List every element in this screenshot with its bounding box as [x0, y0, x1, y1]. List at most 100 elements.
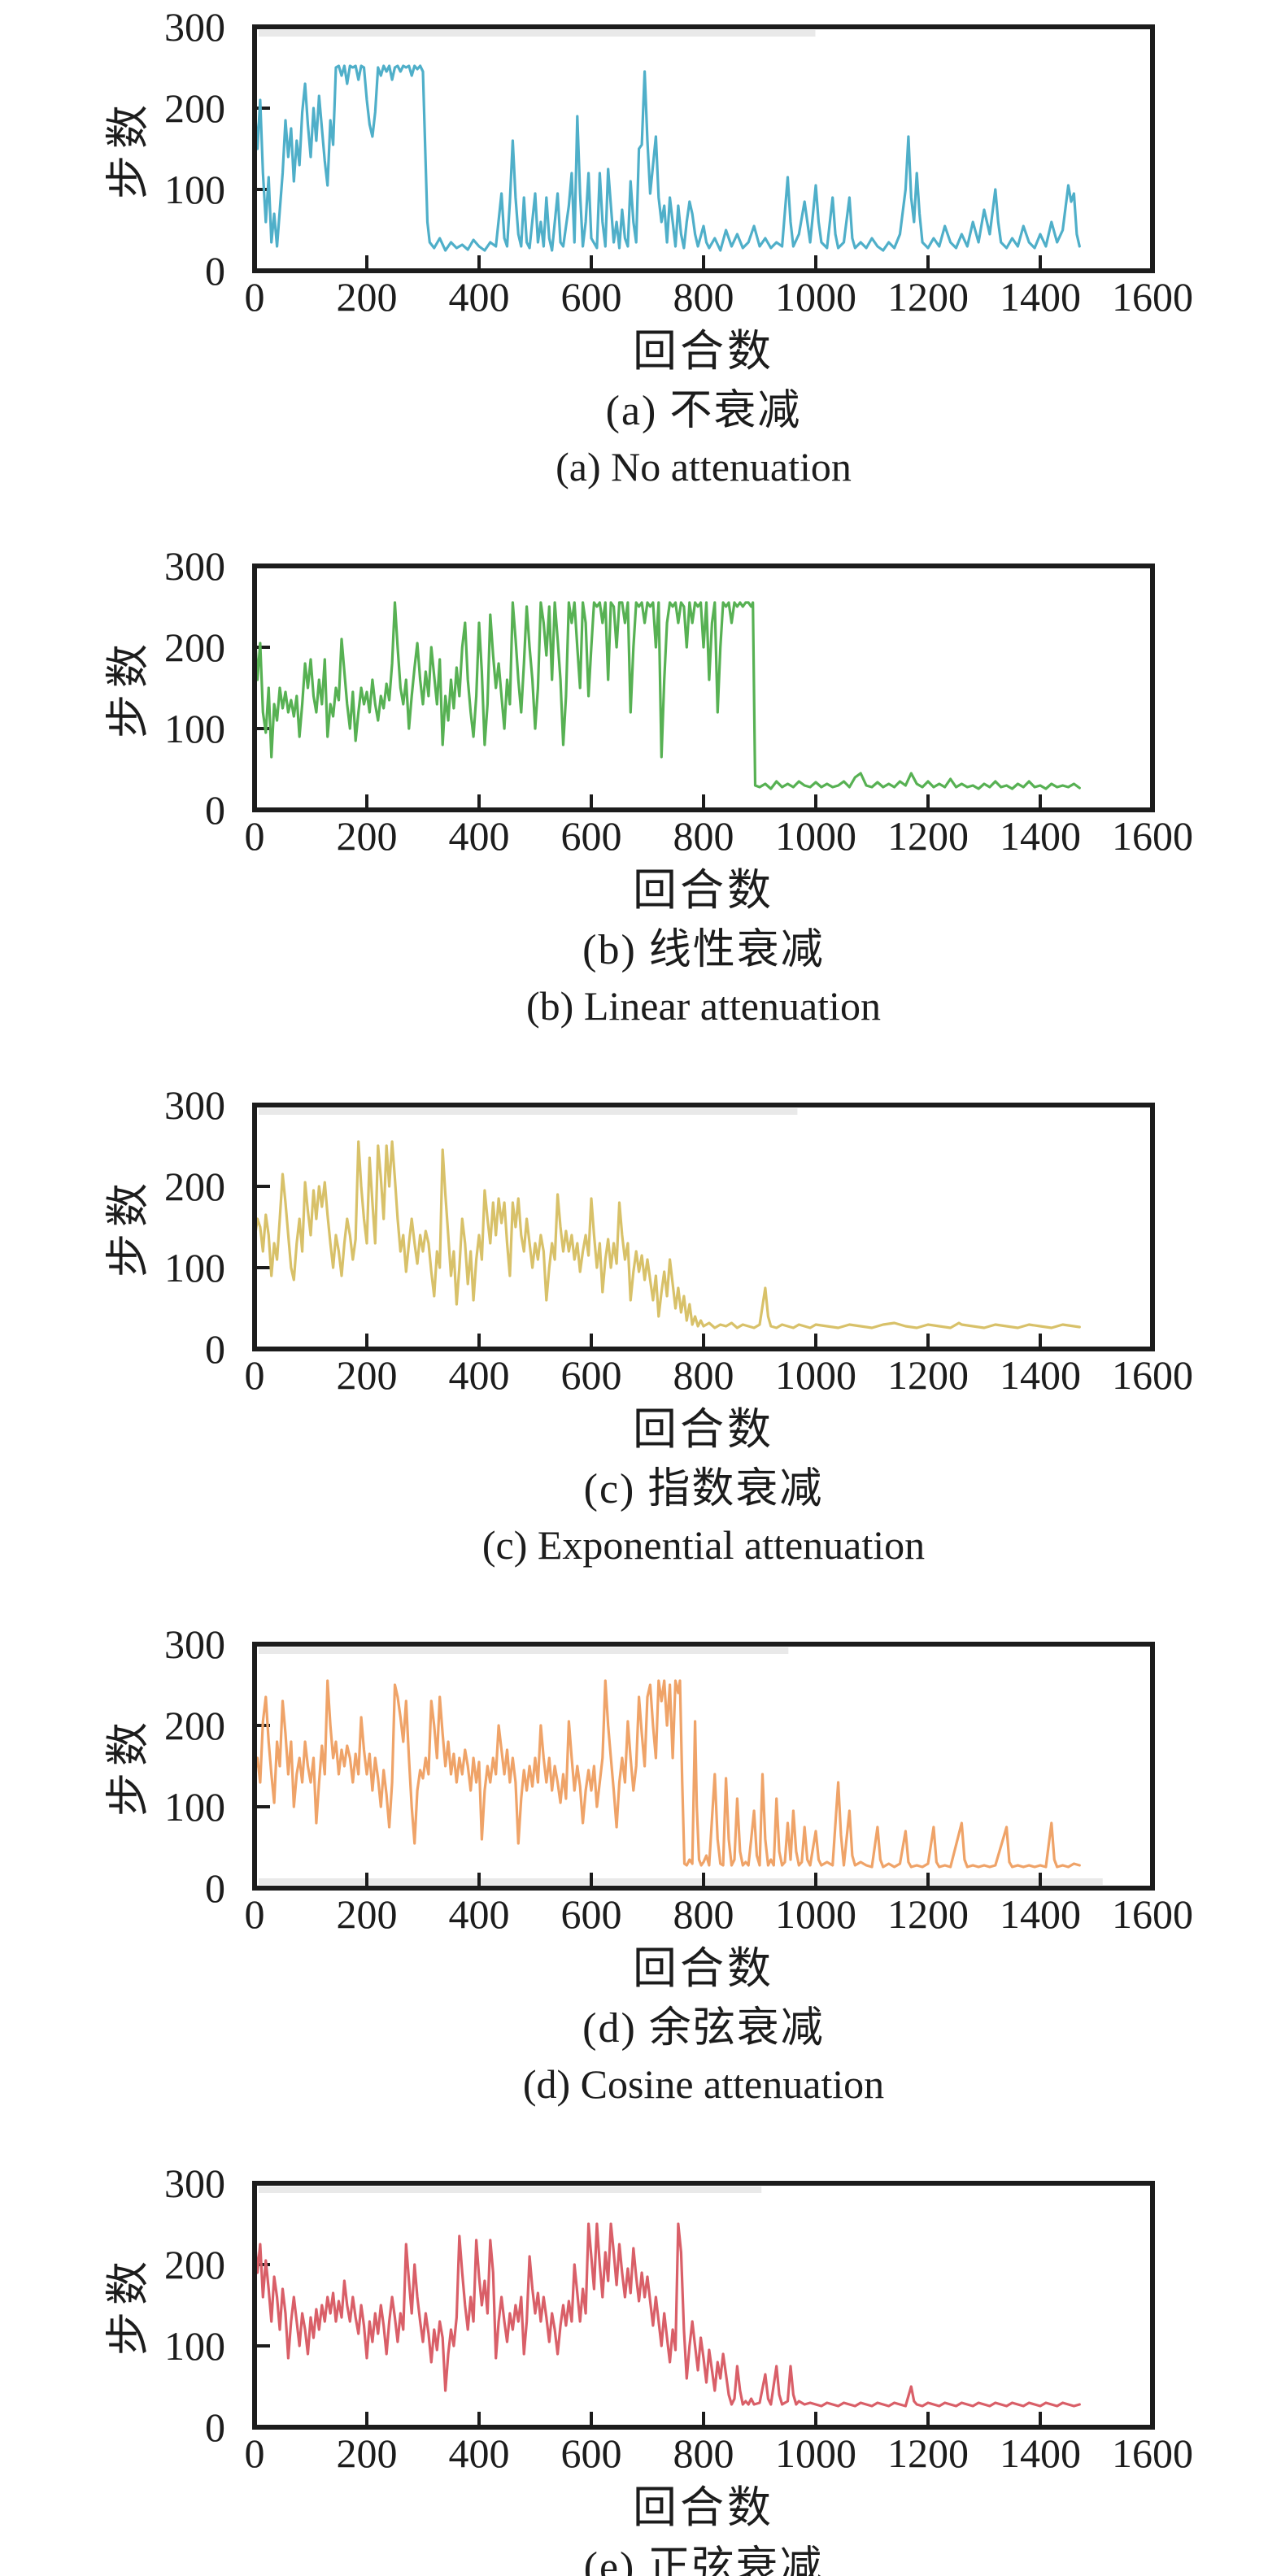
x-tick-1000: 1000 — [775, 1352, 856, 1398]
x-tick-1600: 1600 — [1112, 1352, 1193, 1398]
plot-frame — [252, 2181, 1155, 2430]
x-tick-400: 400 — [448, 1352, 510, 1398]
caption-en: (a) No attenuation — [556, 444, 852, 490]
y-tick-labels: 0 100 200 300 — [0, 546, 252, 830]
x-tick-0: 0 — [244, 1352, 265, 1398]
x-tick-labels: 0 200 400 600 800 1000 1200 1400 1600 — [245, 1891, 1194, 1937]
x-tick-400: 400 — [448, 274, 510, 320]
x-tick-600: 600 — [560, 1891, 622, 1937]
scan-artifact-bottom — [259, 1878, 1103, 1885]
plot-frame — [252, 1103, 1155, 1351]
x-axis-label: 回合数 — [633, 1405, 774, 1454]
x-tick-1400: 1400 — [1000, 1891, 1081, 1937]
data-line-e — [253, 2222, 1081, 2408]
caption-zh: (d) 余弦衰减 — [582, 2005, 825, 2052]
chart-block-b: 步数 0 100 200 300 0 200 400 600 800 1000 1200 1400 1… — [0, 546, 1281, 1078]
x-tick-1200: 1200 — [887, 813, 969, 859]
caption-zh: (a) 不衰减 — [605, 388, 802, 434]
x-tick-1600: 1600 — [1112, 813, 1193, 859]
caption-zh: (e) 正弦衰减 — [583, 2544, 824, 2576]
chart-block-c: 步数 0 100 200 300 0 200 400 600 800 1000 1200 1400 1… — [0, 1085, 1281, 1617]
y-tick-0: 0 — [205, 248, 225, 294]
x-tick-1000: 1000 — [775, 2430, 856, 2476]
x-tick-800: 800 — [673, 1352, 734, 1398]
plot-d — [252, 1642, 1155, 1891]
y-tick-0: 0 — [205, 787, 225, 833]
x-tick-1600: 1600 — [1112, 1891, 1193, 1937]
x-tick-200: 200 — [336, 2430, 398, 2476]
x-tick-1400: 1400 — [1000, 813, 1081, 859]
y-tick-100: 100 — [164, 1784, 225, 1830]
x-tick-600: 600 — [560, 2430, 622, 2476]
y-tick-200: 200 — [164, 624, 225, 670]
x-tick-400: 400 — [448, 813, 510, 859]
caption-en: (b) Linear attenuation — [526, 983, 881, 1029]
caption-zh: (c) 指数衰减 — [583, 1466, 824, 1512]
plot-a — [252, 24, 1155, 273]
x-tick-1000: 1000 — [775, 1891, 856, 1937]
scan-artifact-top — [259, 2187, 762, 2193]
plot-frame — [252, 24, 1155, 273]
x-tick-labels: 0 200 400 600 800 1000 1200 1400 1600 — [245, 274, 1194, 320]
x-tick-1000: 1000 — [775, 813, 856, 859]
plot-frame — [252, 1642, 1155, 1891]
x-tick-800: 800 — [673, 274, 734, 320]
y-tick-100: 100 — [164, 2323, 225, 2369]
data-line-b — [253, 601, 1081, 790]
data-line-d — [253, 1679, 1081, 1869]
line-chart-b — [252, 564, 1155, 812]
caption-en: (c) Exponential attenuation — [481, 1522, 926, 1568]
y-tick-200: 200 — [164, 1164, 225, 1209]
line-chart-e — [252, 2181, 1155, 2430]
caption-zh: (b) 线性衰减 — [582, 927, 825, 973]
plot-b — [252, 564, 1155, 812]
plot-frame — [252, 564, 1155, 812]
chart-area-c: 步数 0 100 200 300 — [0, 1085, 1281, 1369]
chart-captions-c: 0 200 400 600 800 1000 1200 1400 1600 回合数 (c) 指数… — [245, 1352, 1194, 1569]
y-tick-300: 300 — [164, 543, 225, 589]
caption-en: (d) Cosine attenuation — [522, 2061, 885, 2107]
x-tick-800: 800 — [673, 2430, 734, 2476]
scan-artifact-top — [259, 30, 816, 37]
x-tick-0: 0 — [244, 1891, 265, 1937]
chart-area-b: 步数 0 100 200 300 — [0, 546, 1281, 830]
x-tick-labels: 0 200 400 600 800 1000 1200 1400 1600 — [245, 2430, 1194, 2476]
x-tick-400: 400 — [448, 2430, 510, 2476]
x-axis-label: 回合数 — [633, 2483, 774, 2532]
x-axis-label: 回合数 — [633, 327, 774, 376]
y-tick-300: 300 — [164, 4, 225, 50]
line-chart-a — [252, 24, 1155, 273]
plot-e — [252, 2181, 1155, 2430]
x-tick-labels: 0 200 400 600 800 1000 1200 1400 1600 — [245, 1352, 1194, 1398]
chart-block-d: 步数 0 100 200 300 0 200 400 600 800 1000 1200 1400 1… — [0, 1624, 1281, 2156]
y-tick-100: 100 — [164, 167, 225, 212]
x-tick-800: 800 — [673, 813, 734, 859]
chart-block-e: 步数 0 100 200 300 0 200 400 600 800 1000 1200 1400 1… — [0, 2163, 1281, 2576]
chart-area-a: 步数 0 100 200 300 — [0, 7, 1281, 291]
x-tick-200: 200 — [336, 274, 398, 320]
y-tick-200: 200 — [164, 2242, 225, 2287]
x-tick-600: 600 — [560, 813, 622, 859]
y-tick-200: 200 — [164, 1703, 225, 1748]
x-axis-label: 回合数 — [633, 866, 774, 915]
y-tick-300: 300 — [164, 1082, 225, 1128]
chart-captions-e: 0 200 400 600 800 1000 1200 1400 1600 回合数 (e) 正弦… — [245, 2430, 1194, 2576]
x-tick-800: 800 — [673, 1891, 734, 1937]
x-tick-1200: 1200 — [887, 1352, 969, 1398]
x-tick-1600: 1600 — [1112, 274, 1193, 320]
y-tick-labels: 0 100 200 300 — [0, 1085, 252, 1369]
y-tick-0: 0 — [205, 2404, 225, 2450]
y-tick-200: 200 — [164, 85, 225, 131]
line-chart-c — [252, 1103, 1155, 1351]
y-tick-300: 300 — [164, 2160, 225, 2206]
x-tick-1200: 1200 — [887, 2430, 969, 2476]
x-tick-1200: 1200 — [887, 274, 969, 320]
data-line-a — [253, 64, 1081, 252]
y-tick-0: 0 — [205, 1865, 225, 1911]
y-tick-labels: 0 100 200 300 — [0, 7, 252, 291]
x-tick-1200: 1200 — [887, 1891, 969, 1937]
x-tick-0: 0 — [244, 274, 265, 320]
scan-artifact-top — [259, 1647, 789, 1654]
chart-captions-a: 0 200 400 600 800 1000 1200 1400 1600 回合数 (a) 不衰… — [245, 274, 1194, 491]
x-tick-400: 400 — [448, 1891, 510, 1937]
